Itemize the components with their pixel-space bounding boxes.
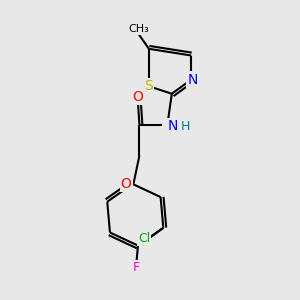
- Text: H: H: [181, 120, 190, 133]
- Text: N: N: [167, 119, 178, 133]
- Text: O: O: [121, 176, 132, 190]
- Text: S: S: [145, 79, 153, 93]
- Text: CH₃: CH₃: [128, 24, 149, 34]
- Text: N: N: [188, 73, 198, 87]
- Text: Cl: Cl: [138, 232, 150, 244]
- Text: O: O: [133, 90, 143, 104]
- Text: F: F: [133, 261, 140, 274]
